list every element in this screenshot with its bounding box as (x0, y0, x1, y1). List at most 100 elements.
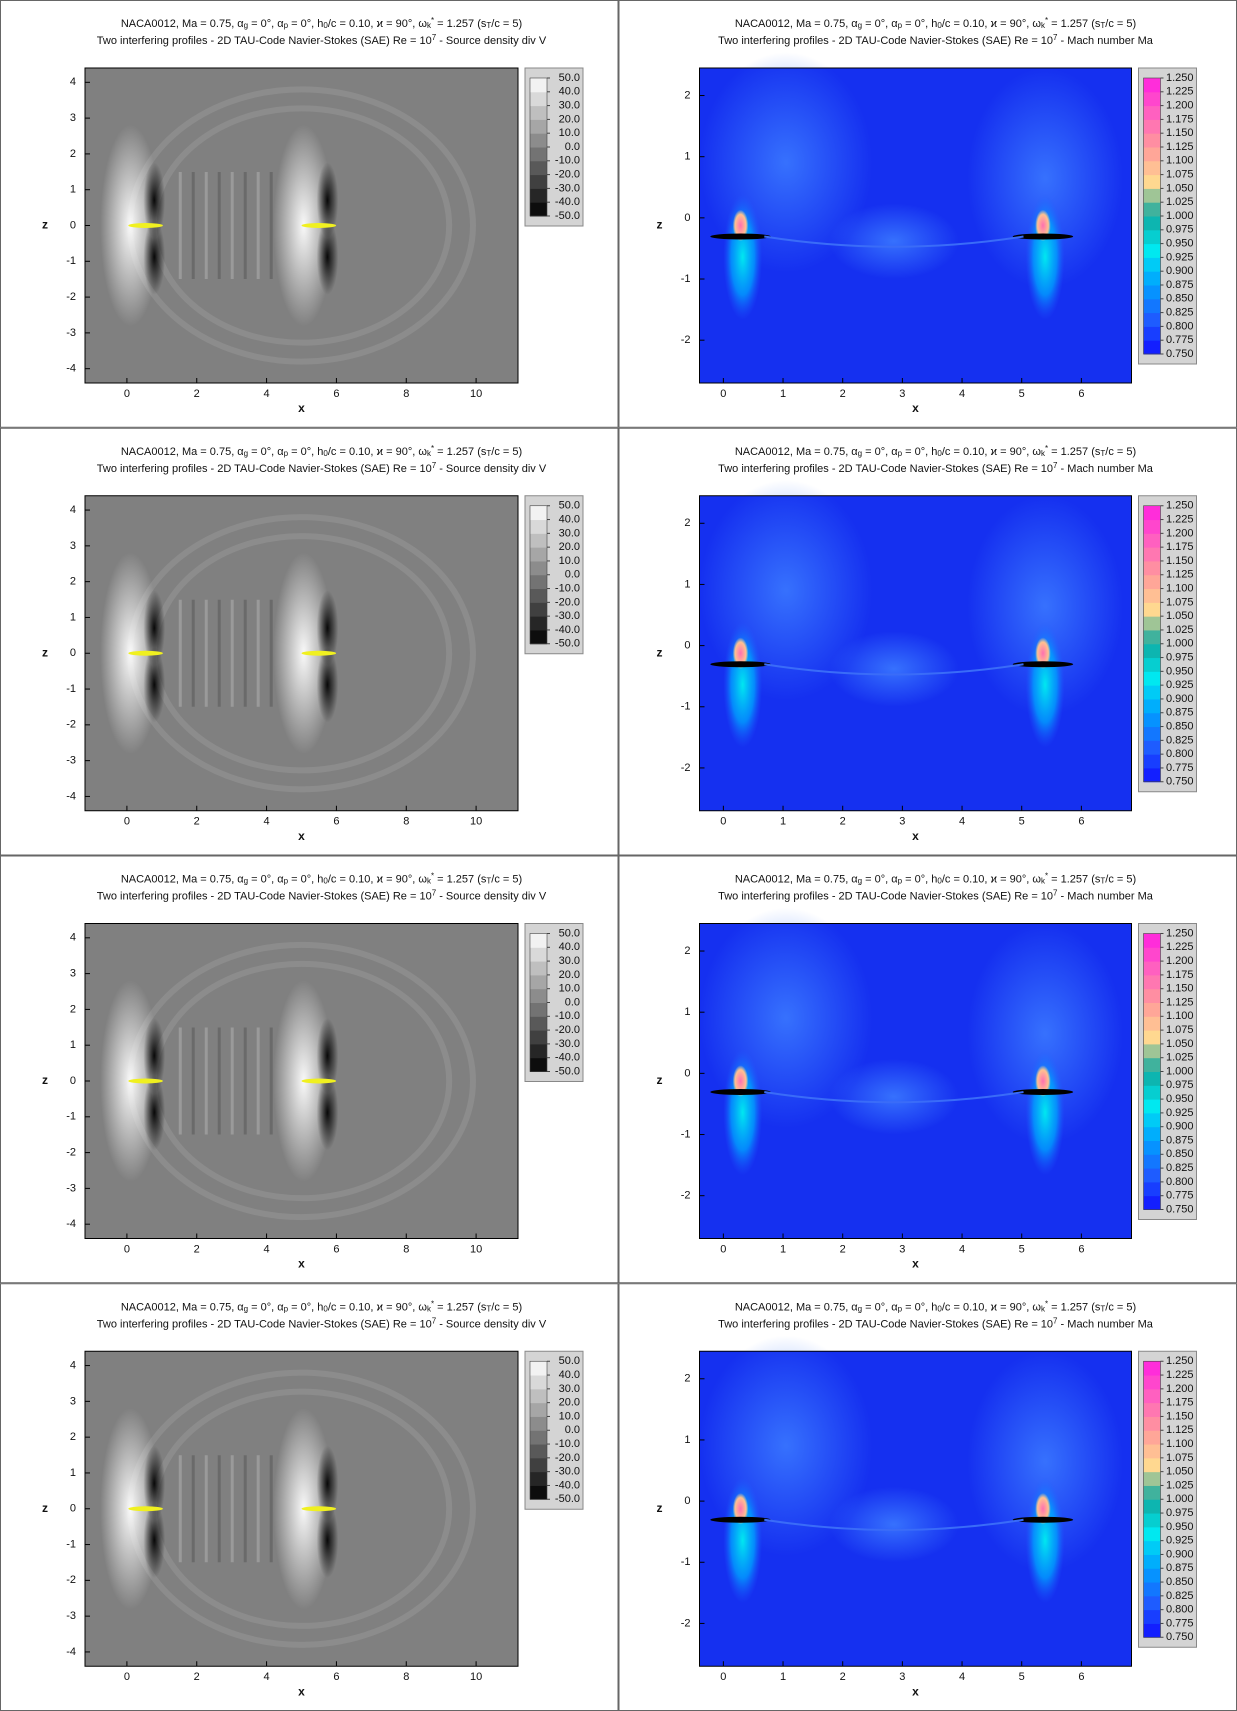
colorbar-label: 0.0 (565, 996, 580, 1008)
title-part: /c = 0.10, ϰ = 90°, ω (328, 873, 428, 885)
colorbar-band (1143, 726, 1161, 741)
colorbar-band (1143, 547, 1161, 562)
x-tick-label: 2 (840, 1671, 846, 1683)
airfoil (1012, 1089, 1074, 1096)
title-part: = 0°, h (288, 18, 323, 30)
x-axis-label: x (298, 1684, 305, 1698)
y-tick-label: -2 (681, 1190, 691, 1202)
airfoil (301, 223, 337, 228)
title-part: NACA0012, Ma = 0.75, α (121, 1301, 244, 1313)
colorbar-band (530, 1057, 547, 1072)
y-axis-label: z (42, 218, 48, 232)
colorbar-label: 20.0 (559, 969, 580, 981)
y-tick-label: 1 (70, 1467, 76, 1479)
title-part: = 0°, h (288, 446, 323, 458)
colorbar-label: 10.0 (559, 555, 580, 567)
compression (143, 1018, 166, 1094)
x-tick-label: 0 (124, 1243, 130, 1255)
title-part: = 0°, α (862, 873, 898, 885)
title-part: /c = 0.10, ϰ = 90°, ω (328, 18, 428, 30)
y-tick-label: -4 (66, 1646, 76, 1658)
x-tick-label: 2 (840, 816, 846, 828)
title-part: /c = 0.10, ϰ = 90°, ω (942, 1301, 1042, 1313)
colorbar-label: 0.850 (1166, 720, 1194, 732)
title-part: = 1.257 (s (1048, 1301, 1101, 1313)
subtitle-part: Two interfering profiles - 2D TAU-Code N… (718, 463, 1053, 475)
compression (316, 590, 339, 666)
x-tick-label: 3 (899, 1243, 905, 1255)
colorbar-band (1143, 1526, 1161, 1542)
title-part: NACA0012, Ma = 0.75, α (735, 18, 858, 30)
colorbar-label: 1.150 (1166, 1410, 1194, 1422)
title-part: = 0°, α (248, 873, 284, 885)
subtitle-part: Two interfering profiles - 2D TAU-Code N… (97, 463, 432, 475)
colorbar-band (530, 629, 547, 645)
colorbar-band (530, 147, 547, 162)
title-part: /c = 0.10, ϰ = 90°, ω (328, 1301, 428, 1313)
compression (143, 162, 166, 239)
subtitle-part: - Source density div V (436, 35, 547, 47)
y-tick-label: -3 (66, 755, 76, 767)
colorbar-band (530, 119, 547, 134)
colorbar-band (530, 574, 547, 590)
airfoil (1012, 1516, 1074, 1523)
title-part: = 0°, α (862, 446, 898, 458)
title-part: = 0°, h (288, 1301, 323, 1313)
y-tick-label: -3 (66, 327, 76, 339)
colorbar-band (1143, 78, 1161, 93)
colorbar-band (1143, 1416, 1161, 1431)
x-axis-label: x (912, 401, 919, 415)
y-tick-label: -2 (681, 762, 691, 774)
colorbar-label: 0.900 (1166, 1121, 1194, 1133)
subtitle-part: 7 (432, 461, 437, 470)
y-tick-label: 2 (70, 148, 76, 160)
colorbar-label: 1.100 (1166, 1010, 1194, 1022)
colorbar-band (530, 188, 547, 203)
title-part: * (1045, 871, 1048, 880)
x-tick-label: 3 (899, 816, 905, 828)
colorbar-band (1143, 1016, 1161, 1031)
y-tick-label: -1 (681, 701, 691, 713)
x-tick-label: 1 (780, 388, 786, 400)
colorbar-band (530, 1016, 547, 1031)
colorbar-label: 0.900 (1166, 693, 1194, 705)
colorbar-label: 0.750 (1166, 1631, 1194, 1643)
subtitle-part: - Source density div V (436, 890, 547, 902)
x-axis-label: x (912, 829, 919, 843)
colorbar-band (1143, 1099, 1161, 1114)
colorbar-label: 20.0 (559, 1397, 580, 1409)
compression (143, 1074, 166, 1151)
y-tick-label: 2 (70, 576, 76, 588)
title-part: k (1041, 1304, 1046, 1313)
y-axis-label: z (42, 1501, 48, 1515)
x-tick-label: 10 (470, 816, 482, 828)
y-tick-label: -1 (66, 683, 76, 695)
y-tick-label: -4 (66, 1218, 76, 1230)
colorbar-label: 0.800 (1166, 320, 1194, 332)
colorbar-label: 1.250 (1166, 927, 1194, 939)
title-part: NACA0012, Ma = 0.75, α (735, 1301, 858, 1313)
colorbar-label: 1.150 (1166, 983, 1194, 995)
x-tick-label: 6 (333, 816, 339, 828)
airfoil (128, 650, 163, 656)
subtitle-part: Two interfering profiles - 2D TAU-Code N… (718, 35, 1053, 47)
colorbar-label: 0.800 (1166, 1604, 1194, 1616)
colorbar-band (1143, 767, 1161, 783)
y-axis-label: z (42, 1073, 48, 1087)
compression (316, 1445, 339, 1522)
colorbar-label: 10.0 (559, 127, 580, 139)
title-part: 0 (323, 449, 328, 458)
x-tick-label: 0 (124, 816, 130, 828)
y-tick-label: -1 (66, 1111, 76, 1123)
colorbar-band (530, 1402, 547, 1417)
subtitle-part: - Mach number Ma (1058, 463, 1154, 475)
colorbar-label: 0.775 (1166, 1190, 1194, 1202)
airfoil (128, 1506, 163, 1512)
y-tick-label: 1 (684, 1434, 690, 1446)
panel: NACA0012, Ma = 0.75, αg = 0°, αp = 0°, h… (618, 1283, 1237, 1711)
colorbar-label: 0.875 (1166, 1562, 1194, 1574)
airfoil (301, 650, 337, 656)
colorbar-label: 0.825 (1166, 734, 1194, 746)
colorbar-band (530, 961, 547, 976)
y-tick-label: 4 (70, 504, 76, 516)
